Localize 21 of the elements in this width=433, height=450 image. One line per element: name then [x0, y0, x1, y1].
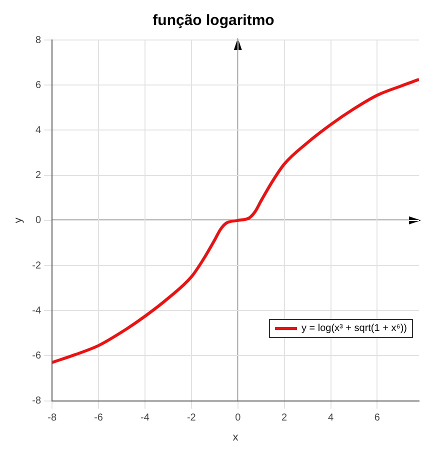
y-tick-label: 2 — [36, 170, 42, 182]
y-tick-label: -6 — [32, 350, 42, 362]
y-tick-label: -2 — [32, 260, 42, 272]
y-axis-title: y — [12, 217, 25, 224]
y-tick-label: 8 — [36, 34, 42, 46]
x-tick-label: 0 — [235, 412, 242, 424]
y-tick-label: 6 — [36, 80, 42, 91]
x-tick-label: -6 — [94, 412, 104, 424]
x-tick-label: 4 — [328, 412, 334, 424]
y-tick-label: 4 — [36, 124, 42, 136]
legend-label: y = log(x³ + sqrt(1 + x⁶)) — [301, 323, 407, 334]
x-tick-label: 6 — [374, 412, 380, 424]
y-tick-label: 0 — [36, 215, 42, 226]
chart-title: função logaritmo — [152, 12, 274, 30]
x-tick-label: -2 — [186, 412, 196, 424]
x-tick-label: 2 — [282, 412, 288, 424]
y-tick-label: -4 — [32, 305, 42, 316]
x-tick-label: -8 — [48, 412, 57, 424]
x-axis-title: x — [232, 431, 239, 444]
x-tick-label: -4 — [140, 412, 150, 424]
y-tick-label: -8 — [32, 396, 42, 407]
